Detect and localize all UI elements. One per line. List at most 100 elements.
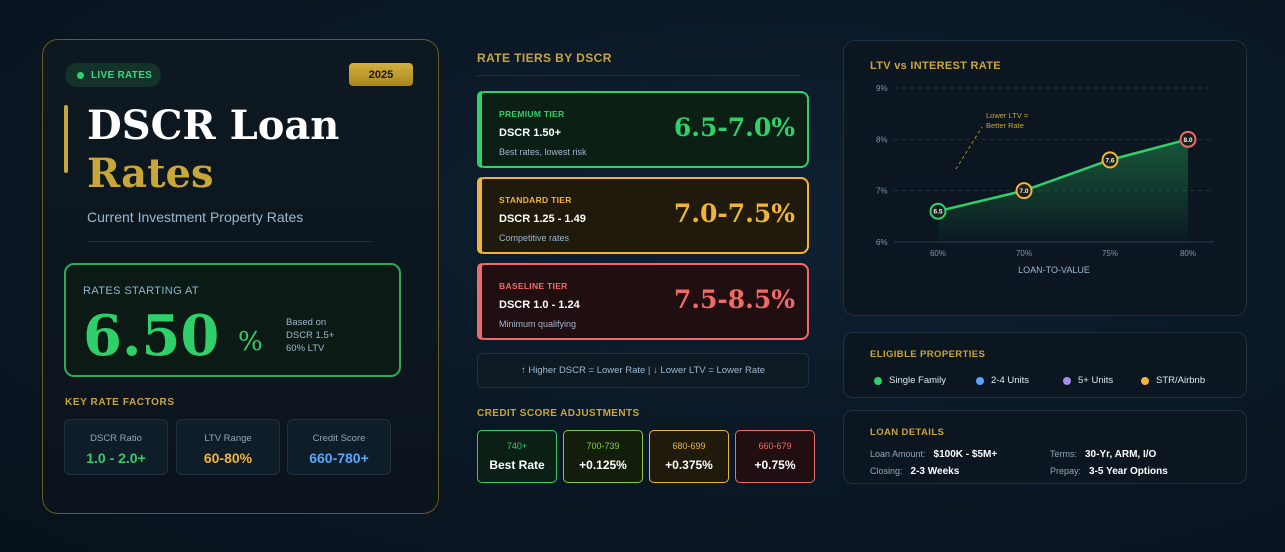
year-badge: 2025 — [349, 63, 413, 86]
key-factors-heading: KEY RATE FACTORS — [65, 397, 175, 408]
tier-rate: 6.5-7.0% — [673, 113, 795, 142]
factor-value: 660-780+ — [309, 450, 369, 466]
annotation-text: Better Rate — [986, 121, 1024, 130]
factor-label: Credit Score — [312, 433, 366, 444]
credit-range: 700-739 — [586, 441, 620, 451]
credit-adjustment: +0.125% — [579, 458, 627, 472]
series-line — [937, 138, 1189, 213]
tier-premium: PREMIUM TIER DSCR 1.50+ Best rates, lowe… — [477, 91, 809, 168]
tier-accent-bar — [477, 263, 482, 340]
rate-tiers-heading: RATE TIERS BY DSCR — [477, 51, 612, 65]
loan-details-panel: LOAN DETAILS Loan Amount: $100K - $5M+ Te… — [843, 410, 1247, 484]
credit-card-680: 680-699 +0.375% — [649, 430, 729, 483]
eligible-2-4-units: 2-4 Units — [976, 375, 1029, 386]
tier-rate: 7.5-8.5% — [673, 285, 795, 314]
loan-terms-label: Terms: — [1050, 449, 1077, 459]
starting-rate-unit: % — [238, 327, 263, 357]
annotation-pointer — [955, 126, 983, 170]
eligible-label: Single Family — [889, 375, 947, 386]
bullet-dot-icon — [976, 376, 984, 385]
rate-note-line: DSCR 1.5+ — [286, 330, 335, 341]
x-tick-label: 60% — [930, 249, 946, 258]
data-point — [1179, 130, 1197, 148]
factor-ltv-range: LTV Range 60-80% — [176, 419, 280, 475]
tier-accent-bar — [477, 177, 482, 254]
chart-title: LTV vs INTEREST RATE — [870, 60, 1001, 72]
factor-label: LTV Range — [204, 433, 252, 444]
ltv-rate-chart: 6% 7% 8% 9% Lower LTV =Better Rate 6.5 7.0 7.6 8… — [876, 84, 1214, 275]
data-point — [1101, 151, 1119, 169]
title-divider — [87, 241, 371, 242]
factor-value: 60-80% — [203, 450, 253, 466]
factor-value: 1.0 - 2.0+ — [86, 450, 146, 466]
credit-range: 680-699 — [672, 441, 706, 451]
loan-prepay-value: 3-5 Year Options — [1089, 466, 1168, 477]
starting-rate-label: RATES STARTING AT — [83, 285, 199, 297]
data-point — [1015, 182, 1033, 200]
x-axis-label: LOAN-TO-VALUE — [1018, 265, 1090, 275]
factor-label: DSCR Ratio — [90, 433, 142, 444]
tier-rate: 7.0-7.5% — [673, 199, 795, 228]
tier-description: Competitive rates — [499, 233, 570, 243]
starting-rate-box: RATES STARTING AT 6.50 % Based on DSCR 1… — [64, 263, 401, 377]
eligible-label: 2-4 Units — [991, 375, 1030, 386]
credit-adjustment: Best Rate — [489, 458, 545, 472]
tier-baseline: BASELINE TIER DSCR 1.0 - 1.24 Minimum qu… — [477, 263, 809, 340]
tier-description: Best rates, lowest risk — [499, 147, 587, 157]
credit-range: 740+ — [506, 441, 528, 451]
credit-card-700: 700-739 +0.125% — [563, 430, 643, 483]
bullet-dot-icon — [874, 376, 882, 385]
y-tick-label: 8% — [876, 135, 888, 144]
rate-rule-note: ↑ Higher DSCR = Lower Rate | ↓ Lower LTV… — [477, 353, 809, 388]
eligible-single-family: Single Family — [874, 375, 946, 386]
loan-prepay-label: Prepay: — [1050, 466, 1082, 476]
loan-terms-row: Terms: 30-Yr, ARM, I/O — [1050, 449, 1156, 460]
loan-details-heading: LOAN DETAILS — [870, 427, 945, 438]
tier-dscr: DSCR 1.50+ — [499, 127, 562, 139]
loan-terms-value: 30-Yr, ARM, I/O — [1085, 449, 1157, 460]
rate-note-line: 60% LTV — [286, 343, 325, 354]
loan-amount-label: Loan Amount: — [870, 449, 926, 459]
factor-credit-score: Credit Score 660-780+ — [287, 419, 391, 475]
credit-adjustment: +0.375% — [665, 458, 713, 472]
starting-rate-value: 6.50 — [83, 303, 220, 369]
tier-name: PREMIUM TIER — [499, 109, 565, 119]
data-point — [929, 202, 947, 220]
loan-prepay-row: Prepay: 3-5 Year Options — [1050, 466, 1168, 477]
loan-amount-value: $100K - $5M+ — [933, 449, 998, 460]
live-rates-label: LIVE RATES — [91, 69, 153, 81]
live-rates-badge: LIVE RATES — [65, 63, 161, 87]
loan-amount-row: Loan Amount: $100K - $5M+ — [870, 449, 997, 460]
tier-name: BASELINE TIER — [499, 281, 568, 291]
x-tick-label: 75% — [1102, 249, 1118, 258]
data-label: 8.0 — [1183, 137, 1192, 144]
factor-dscr-ratio: DSCR Ratio 1.0 - 2.0+ — [64, 419, 168, 475]
data-label: 6.5 — [933, 209, 942, 216]
annotation-text: Lower LTV = — [986, 111, 1029, 120]
credit-adjustment: +0.75% — [754, 458, 796, 472]
rates-summary-panel: LIVE RATES 2025 DSCR Loan Rates Current … — [42, 39, 439, 514]
credit-range: 660-679 — [758, 441, 792, 451]
loan-closing-label: Closing: — [870, 466, 903, 476]
bullet-dot-icon — [1063, 376, 1071, 385]
tier-standard: STANDARD TIER DSCR 1.25 - 1.49 Competiti… — [477, 177, 809, 254]
tier-accent-bar — [477, 91, 482, 168]
y-tick-label: 7% — [876, 187, 888, 196]
loan-closing-value: 2-3 Weeks — [910, 466, 960, 477]
eligible-str-airbnb: STR/Airbnb — [1141, 375, 1205, 386]
starting-rate-note: Based on DSCR 1.5+ 60% LTV — [286, 316, 334, 355]
tier-description: Minimum qualifying — [499, 319, 577, 329]
eligible-5-plus-units: 5+ Units — [1063, 375, 1113, 386]
title-accent-bar — [64, 105, 68, 173]
live-dot-icon — [77, 71, 84, 79]
eligible-heading: ELIGIBLE PROPERTIES — [870, 349, 986, 360]
eligible-label: 5+ Units — [1078, 375, 1114, 386]
page-title-line2: Rates — [87, 150, 214, 197]
tier-name: STANDARD TIER — [499, 195, 572, 205]
credit-card-740: 740+ Best Rate — [477, 430, 557, 483]
data-label: 7.0 — [1019, 188, 1028, 195]
x-tick-label: 70% — [1016, 249, 1032, 258]
y-tick-label: 9% — [876, 84, 888, 93]
tier-dscr: DSCR 1.25 - 1.49 — [499, 213, 586, 225]
loan-closing-row: Closing: 2-3 Weeks — [870, 466, 959, 477]
